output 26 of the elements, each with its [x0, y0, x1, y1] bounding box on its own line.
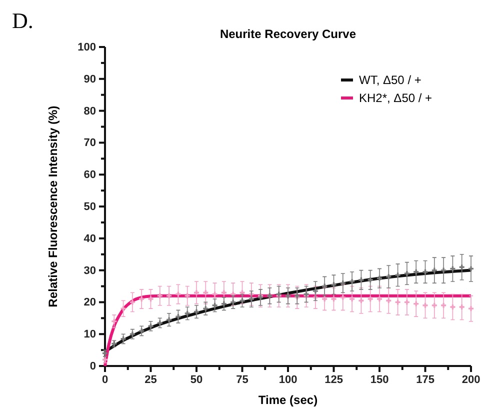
y-tick-label: 70 [84, 137, 96, 150]
x-tick-label: 0 [102, 374, 108, 386]
y-tick-label: 10 [84, 328, 96, 341]
x-tick-label: 75 [236, 374, 248, 386]
legend-label: KH2*, Δ50 / + [359, 91, 432, 105]
chart-title: Neurite Recovery Curve [220, 27, 356, 41]
y-tick-label: 0 [90, 360, 96, 373]
y-tick-label: 100 [78, 42, 96, 54]
y-tick-label: 50 [84, 201, 96, 214]
text: D. [12, 8, 34, 33]
y-tick-label: 80 [84, 105, 96, 118]
y-tick-label: 60 [84, 169, 96, 182]
x-tick-label: 150 [370, 374, 389, 386]
x-tick-label: 200 [462, 374, 480, 386]
y-tick-label: 90 [84, 73, 96, 86]
x-tick-label: 125 [324, 374, 343, 386]
y-tick-label: 20 [84, 296, 96, 309]
x-tick-label: 50 [190, 374, 203, 386]
y-tick-label: 40 [84, 232, 96, 245]
x-tick-label: 25 [144, 374, 157, 386]
x-tick-label: 100 [278, 374, 298, 386]
y-tick-label: 30 [84, 264, 96, 277]
x-tick-label: 175 [416, 374, 434, 386]
legend-label: WT, Δ50 / + [359, 73, 422, 87]
x-axis-title: Time (sec) [258, 393, 318, 407]
y-axis-title: Relative Fluorescence Intensity (%) [46, 106, 60, 308]
